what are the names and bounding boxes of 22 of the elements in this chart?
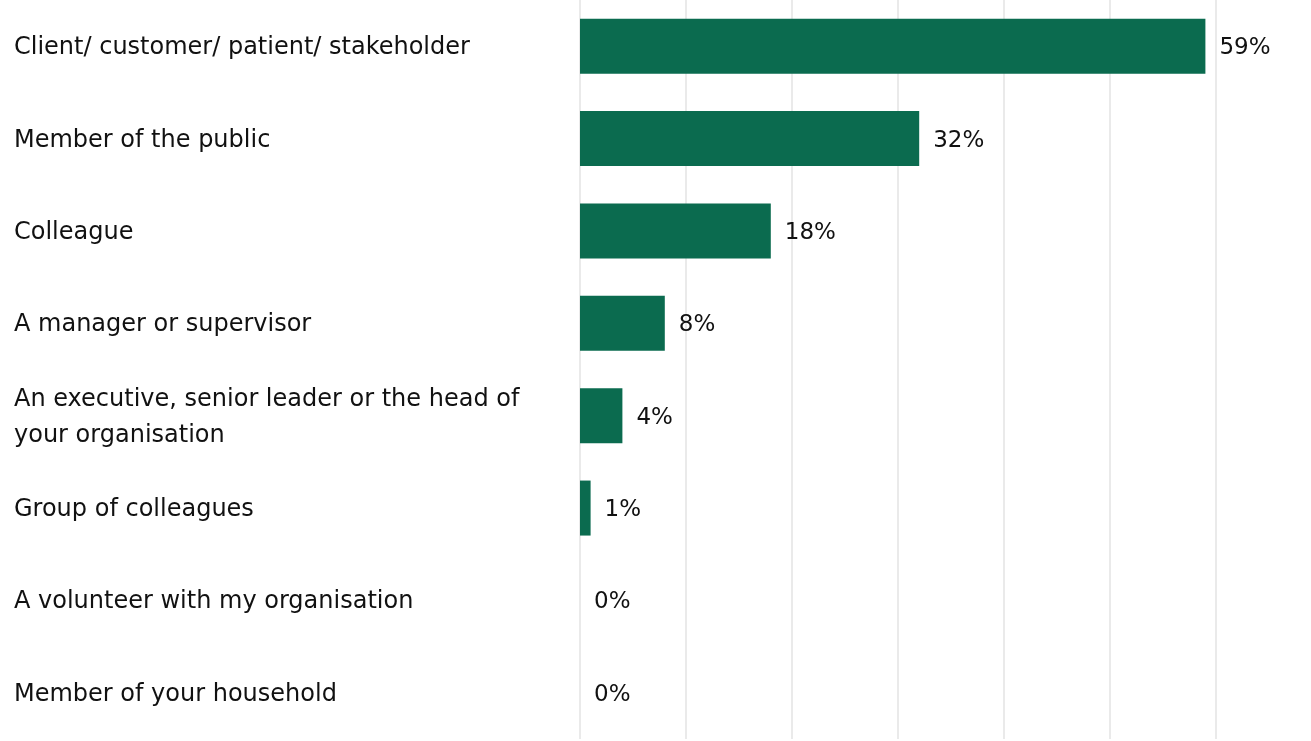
data-label: 1%	[604, 495, 642, 522]
bar	[580, 18, 1206, 74]
data-label: 8%	[678, 310, 716, 337]
data-label: 59%	[1219, 33, 1271, 60]
data-label: 18%	[784, 217, 836, 244]
bar	[580, 480, 591, 536]
data-label: 0%	[594, 679, 631, 706]
y-tick-label: Group of colleagues	[14, 494, 254, 523]
data-label: 0%	[594, 587, 631, 614]
data-label: 32%	[933, 125, 985, 152]
bar	[580, 203, 771, 259]
bar	[580, 111, 920, 167]
y-tick-label: An executive, senior leader or the head of your organisation	[14, 383, 528, 448]
y-tick-label: A volunteer with my organisation	[14, 586, 414, 615]
bar	[580, 295, 665, 351]
y-tick-label: Client/ customer/ patient/ stakeholder	[14, 32, 471, 61]
bar	[580, 388, 623, 444]
y-tick-label: Member of your household	[14, 678, 337, 707]
data-label: 4%	[636, 402, 673, 429]
y-tick-label: Member of the public	[14, 124, 271, 153]
y-tick-label: Colleague	[14, 216, 134, 245]
y-tick-label: A manager or supervisor	[14, 309, 312, 338]
